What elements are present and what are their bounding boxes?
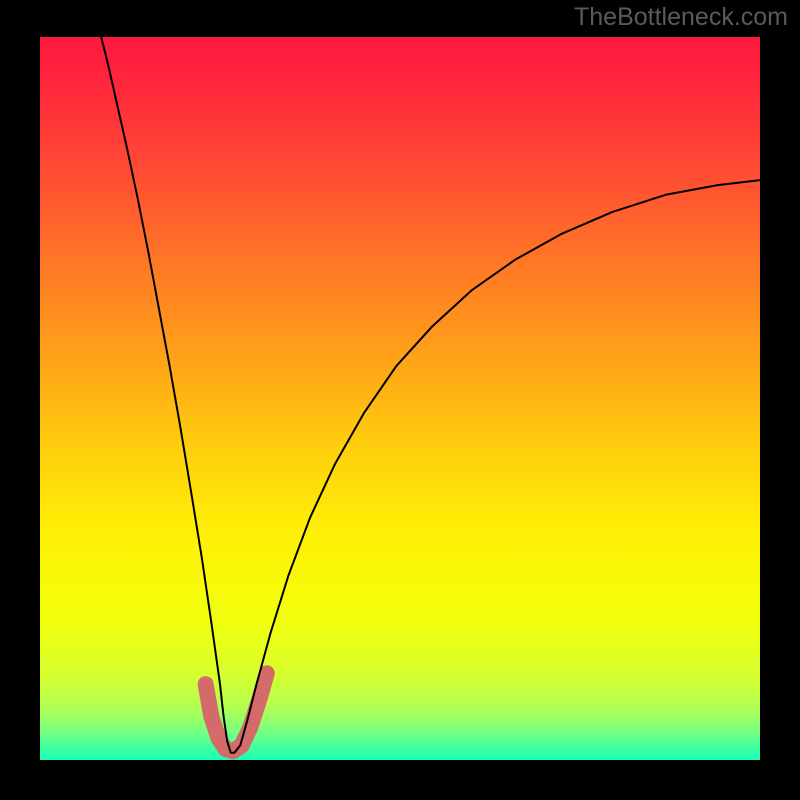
plot-background	[40, 37, 760, 760]
plot-svg	[0, 0, 800, 800]
watermark-text: TheBottleneck.com	[574, 3, 788, 32]
chart-stage: TheBottleneck.com	[0, 0, 800, 800]
